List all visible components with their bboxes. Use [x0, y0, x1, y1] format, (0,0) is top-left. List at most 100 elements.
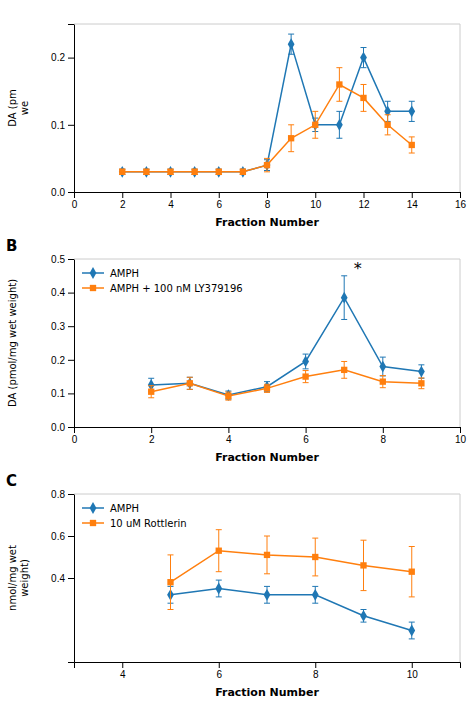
- error-bar: [341, 361, 347, 378]
- marker: [360, 562, 366, 568]
- tick-mark: [412, 192, 413, 198]
- error-bar: [409, 547, 415, 597]
- marker: [409, 142, 415, 148]
- marker: [379, 361, 386, 373]
- y-axis-title-line: nmol/mg wet: [7, 545, 18, 611]
- tick: 8: [265, 192, 271, 210]
- marker: [312, 589, 319, 601]
- tick-mark: [306, 427, 307, 433]
- tick: 6: [303, 427, 309, 445]
- error-bar: [288, 125, 294, 152]
- marker: [216, 548, 222, 554]
- tick-mark: [68, 536, 74, 537]
- plot-frame: [74, 259, 460, 427]
- tick-mark: [68, 578, 74, 579]
- marker: [191, 169, 197, 175]
- marker: [264, 552, 270, 558]
- marker: [408, 625, 415, 637]
- error-bar: [312, 586, 318, 603]
- tick-label: 0.6: [51, 531, 65, 542]
- tick-mark: [460, 427, 461, 433]
- error-bar: [168, 169, 174, 174]
- plot-area: [167, 530, 415, 639]
- tick: 0.4: [51, 573, 74, 584]
- panel: 02468101214160.00.10.2Fraction NumberDA …: [7, 24, 466, 229]
- marker: [240, 169, 246, 175]
- tick-label: 0.3: [51, 321, 65, 332]
- tick-mark: [151, 427, 152, 433]
- tick-mark: [412, 662, 413, 668]
- marker: [341, 367, 347, 373]
- marker: [336, 81, 342, 87]
- tick-label: 0.1: [51, 388, 65, 399]
- error-bar: [303, 371, 309, 383]
- marker: [336, 119, 343, 131]
- legend-label: AMPH: [110, 268, 139, 279]
- tick-label: 6: [303, 434, 309, 445]
- error-bar: [336, 68, 342, 102]
- legend-label: AMPH: [110, 503, 139, 514]
- x-axis-title: Fraction Number: [215, 451, 319, 464]
- tick: 0.0: [51, 422, 74, 433]
- legend-item: AMPH: [82, 502, 139, 514]
- x-axis-title: Fraction Number: [215, 686, 319, 699]
- tick-mark: [228, 427, 229, 433]
- error-bar: [240, 169, 246, 174]
- error-bar: [418, 365, 424, 378]
- legend-item: AMPH: [82, 267, 139, 279]
- marker: [264, 159, 271, 171]
- error-bar: [312, 538, 318, 576]
- tick: 8: [381, 427, 387, 445]
- error-bar: [143, 169, 149, 174]
- marker: [264, 589, 271, 601]
- chart-svg: 02468101214160.00.10.2Fraction NumberDA …: [0, 0, 474, 720]
- tick-mark: [315, 662, 316, 668]
- tick: 14: [407, 192, 419, 210]
- tick: 0: [72, 192, 78, 210]
- y-axis: 0.00.10.20.30.40.5: [51, 254, 74, 433]
- legend-marker: [90, 520, 96, 526]
- axis-line: [68, 260, 75, 428]
- y-axis-title: DA (pmol/mg wet weight): [7, 279, 18, 407]
- y-axis-title-line: weight): [19, 559, 30, 597]
- tick: 0.2: [51, 52, 74, 63]
- tick-label: 14: [407, 199, 419, 210]
- x-axis: 0246810: [72, 427, 467, 445]
- tick-label: 16: [455, 199, 467, 210]
- legend-marker: [90, 285, 96, 291]
- error-bar: [240, 169, 246, 174]
- error-bar: [192, 169, 198, 174]
- tick: 0.4: [51, 287, 74, 298]
- tick-label: 0.0: [51, 187, 65, 198]
- panel: 02468100.00.10.20.30.40.5*Fraction Numbe…: [6, 237, 466, 464]
- tick-mark: [383, 427, 384, 433]
- error-bar: [264, 384, 270, 392]
- tick: 2: [149, 427, 155, 445]
- y-axis: 0.00.10.2: [51, 25, 74, 198]
- tick-label: 10: [455, 434, 467, 445]
- series-line: [151, 370, 421, 396]
- annotation: *: [354, 259, 362, 278]
- tick: 0.0: [51, 187, 74, 198]
- tick-label: 0.5: [51, 254, 65, 265]
- y-axis-title: nmol/mg wetweight): [7, 545, 30, 611]
- tick-label: 4: [168, 199, 174, 210]
- marker: [215, 583, 222, 595]
- tick-label: 10: [407, 669, 419, 680]
- tick: 16: [455, 192, 467, 210]
- legend-label: AMPH + 100 nM LY379196: [110, 283, 243, 294]
- error-bar: [187, 377, 193, 389]
- axis-line: [75, 663, 461, 669]
- tick-mark: [122, 192, 123, 198]
- error-bar: [409, 137, 415, 153]
- tick: 10: [407, 662, 419, 680]
- tick-mark: [315, 192, 316, 198]
- legend-item: AMPH + 100 nM LY379196: [82, 283, 243, 294]
- tick-mark: [68, 494, 74, 495]
- error-bar: [143, 169, 149, 174]
- marker: [264, 162, 270, 168]
- tick-mark: [364, 192, 365, 198]
- tick-label: 4: [226, 434, 232, 445]
- marker: [187, 380, 193, 386]
- marker: [167, 166, 174, 178]
